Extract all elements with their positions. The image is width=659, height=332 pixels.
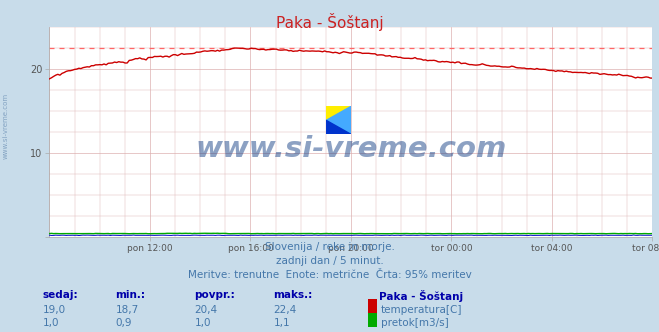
Text: povpr.:: povpr.: [194, 290, 235, 300]
Text: Paka - Šoštanj: Paka - Šoštanj [275, 13, 384, 31]
Text: 18,7: 18,7 [115, 305, 138, 315]
Text: sedaj:: sedaj: [43, 290, 78, 300]
Text: maks.:: maks.: [273, 290, 313, 300]
Polygon shape [326, 121, 351, 134]
Polygon shape [326, 106, 351, 134]
Text: 1,1: 1,1 [273, 318, 290, 328]
Text: www.si-vreme.com: www.si-vreme.com [2, 93, 9, 159]
Text: pretok[m3/s]: pretok[m3/s] [381, 318, 449, 328]
Text: www.si-vreme.com: www.si-vreme.com [195, 135, 507, 163]
Text: Paka - Šoštanj: Paka - Šoštanj [379, 290, 463, 302]
Text: 1,0: 1,0 [43, 318, 59, 328]
Text: Slovenija / reke in morje.: Slovenija / reke in morje. [264, 242, 395, 252]
Text: 0,9: 0,9 [115, 318, 132, 328]
Polygon shape [326, 106, 351, 121]
Text: 22,4: 22,4 [273, 305, 297, 315]
Text: temperatura[C]: temperatura[C] [381, 305, 463, 315]
Text: Meritve: trenutne  Enote: metrične  Črta: 95% meritev: Meritve: trenutne Enote: metrične Črta: … [188, 270, 471, 280]
Text: 1,0: 1,0 [194, 318, 211, 328]
Text: 19,0: 19,0 [43, 305, 66, 315]
Text: zadnji dan / 5 minut.: zadnji dan / 5 minut. [275, 256, 384, 266]
Text: min.:: min.: [115, 290, 146, 300]
Text: 20,4: 20,4 [194, 305, 217, 315]
